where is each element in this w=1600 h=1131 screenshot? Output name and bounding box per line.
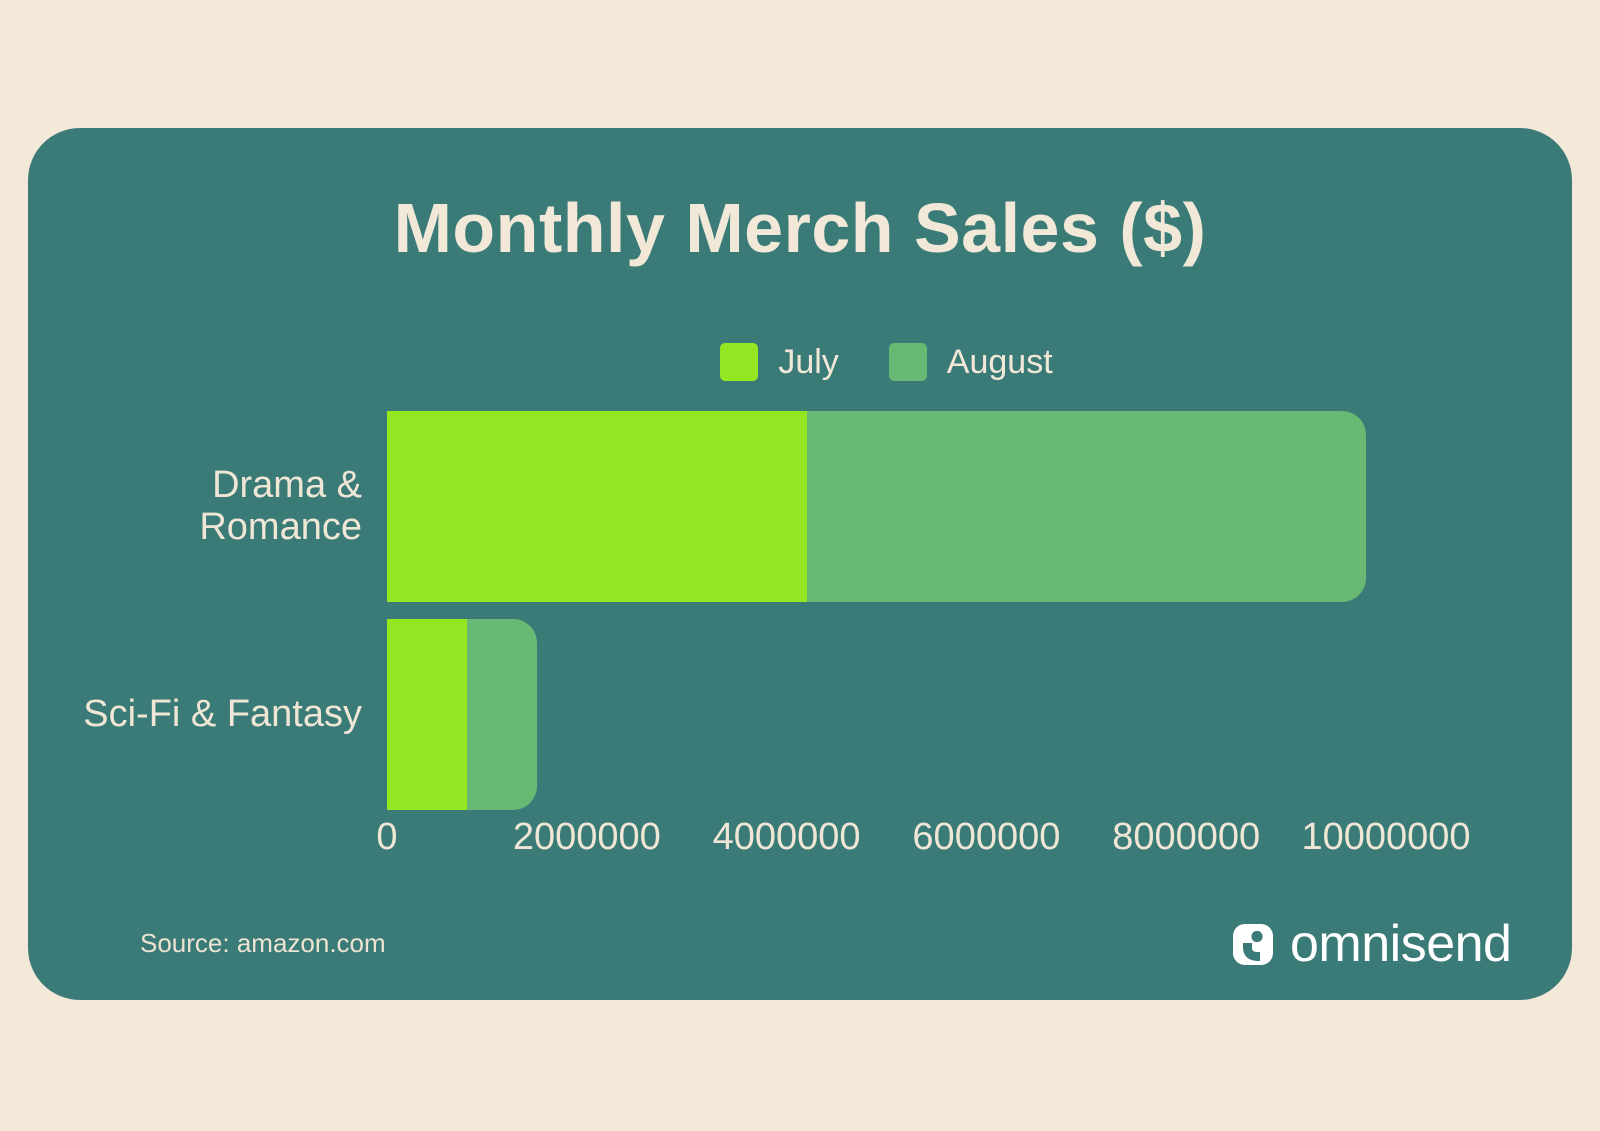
bar-segment-august-drama-romance <box>806 411 1366 602</box>
bar-segment-july-sci-fi-fantasy <box>387 619 467 810</box>
chart-title: Monthly Merch Sales ($) <box>393 189 1207 267</box>
omnisend-i-glyph <box>1243 930 1263 961</box>
bar-row-sci-fi-fantasy <box>387 619 537 810</box>
category-label-drama-romance: Drama & Romance <box>199 463 362 548</box>
legend-label: August <box>946 343 1053 381</box>
legend-swatch-july <box>720 343 759 381</box>
source-note: Source: amazon.com <box>140 928 386 958</box>
omnisend-icon <box>1233 923 1273 965</box>
legend-item-july: July <box>720 343 839 381</box>
legend-swatch-august <box>888 343 927 381</box>
x-tick-label-0: 0 <box>376 816 398 858</box>
chart-card: Monthly Merch Sales ($) July August Drama… <box>28 128 1572 1000</box>
x-tick-label-8000000: 8000000 <box>1112 816 1261 858</box>
x-tick-label-6000000: 6000000 <box>912 816 1061 858</box>
legend-item-august: August <box>888 343 1053 381</box>
legend-label: July <box>778 343 839 381</box>
bar-segment-july-drama-romance <box>387 411 807 602</box>
omnisend-wordmark: omnisend <box>1290 915 1512 973</box>
category-label-sci-fi-fantasy: Sci-Fi & Fantasy <box>83 692 362 735</box>
bar-row-drama-romance <box>387 411 1366 602</box>
x-tick-label-10000000: 10000000 <box>1301 816 1471 858</box>
x-tick-label-4000000: 4000000 <box>712 816 861 858</box>
brand-logo: omnisend <box>1233 915 1512 973</box>
bar-segment-august-sci-fi-fantasy <box>466 619 537 810</box>
legend: July August <box>387 342 1386 382</box>
x-tick-label-2000000: 2000000 <box>512 816 661 858</box>
